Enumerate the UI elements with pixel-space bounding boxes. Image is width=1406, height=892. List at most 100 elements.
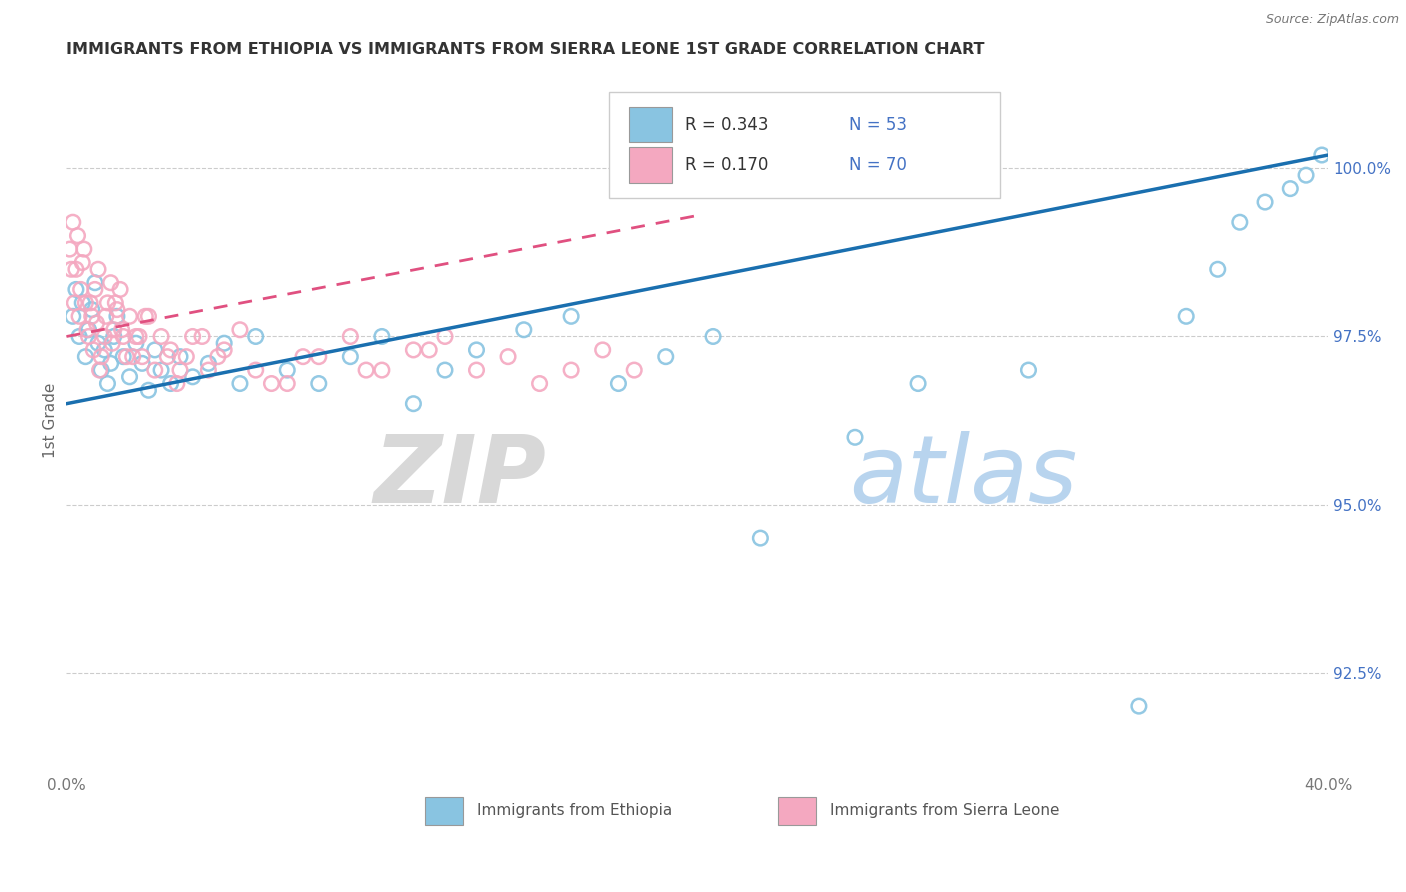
Point xyxy=(103,329,125,343)
Point xyxy=(118,310,141,324)
Text: N = 70: N = 70 xyxy=(849,156,907,174)
Point xyxy=(465,343,488,357)
Point xyxy=(169,350,191,364)
Point xyxy=(844,430,866,444)
Point xyxy=(529,376,551,391)
Point xyxy=(245,363,267,377)
Point xyxy=(112,329,135,343)
Point xyxy=(276,363,298,377)
Point xyxy=(104,296,127,310)
Point xyxy=(118,369,141,384)
Point xyxy=(308,376,330,391)
Point xyxy=(101,336,124,351)
Point xyxy=(80,310,103,324)
Point xyxy=(67,329,90,343)
Point xyxy=(59,242,82,256)
Point xyxy=(100,276,122,290)
Point xyxy=(354,363,377,377)
Text: R = 0.343: R = 0.343 xyxy=(685,116,768,134)
Point xyxy=(159,376,181,391)
Point xyxy=(655,350,678,364)
Point xyxy=(125,329,148,343)
Point xyxy=(128,329,150,343)
Point xyxy=(143,363,166,377)
Point xyxy=(76,323,98,337)
Point xyxy=(70,255,93,269)
Point xyxy=(702,329,724,343)
Point xyxy=(496,350,519,364)
Point xyxy=(63,296,86,310)
Point xyxy=(138,384,160,398)
Point xyxy=(100,356,122,370)
Point xyxy=(75,296,97,310)
Point xyxy=(181,329,204,343)
Point xyxy=(169,363,191,377)
Point xyxy=(623,363,645,377)
Point xyxy=(197,363,219,377)
Point xyxy=(1310,148,1333,162)
Point xyxy=(93,343,115,357)
Point xyxy=(65,262,87,277)
Point xyxy=(465,363,488,377)
Point xyxy=(105,310,128,324)
Point xyxy=(1295,168,1317,182)
Point xyxy=(134,310,156,324)
Point xyxy=(70,296,93,310)
Text: atlas: atlas xyxy=(849,432,1077,523)
Point xyxy=(150,363,173,377)
Point xyxy=(197,356,219,370)
Text: IMMIGRANTS FROM ETHIOPIA VS IMMIGRANTS FROM SIERRA LEONE 1ST GRADE CORRELATION C: IMMIGRANTS FROM ETHIOPIA VS IMMIGRANTS F… xyxy=(66,42,986,57)
Point xyxy=(513,323,536,337)
Text: Immigrants from Ethiopia: Immigrants from Ethiopia xyxy=(477,803,672,818)
Point xyxy=(560,363,582,377)
Point xyxy=(156,350,179,364)
Point xyxy=(1279,181,1302,195)
Point xyxy=(105,302,128,317)
Point xyxy=(66,228,89,243)
FancyBboxPatch shape xyxy=(778,797,815,825)
Point xyxy=(62,215,84,229)
Point xyxy=(143,343,166,357)
Point xyxy=(125,336,148,351)
Text: Source: ZipAtlas.com: Source: ZipAtlas.com xyxy=(1265,13,1399,27)
Point xyxy=(96,296,118,310)
Point xyxy=(131,350,153,364)
Point xyxy=(402,397,425,411)
Point xyxy=(90,363,112,377)
Point xyxy=(80,302,103,317)
Point xyxy=(276,376,298,391)
Point xyxy=(75,350,97,364)
Point xyxy=(77,329,100,343)
Point xyxy=(749,531,772,545)
Point xyxy=(1254,195,1277,210)
Point xyxy=(229,323,252,337)
Point xyxy=(90,350,112,364)
Point xyxy=(1206,262,1229,277)
Point xyxy=(433,363,456,377)
Text: N = 53: N = 53 xyxy=(849,116,907,134)
Point xyxy=(433,329,456,343)
Point xyxy=(592,343,614,357)
Text: R = 0.170: R = 0.170 xyxy=(685,156,768,174)
Point xyxy=(82,343,104,357)
Point xyxy=(1017,363,1039,377)
Point xyxy=(308,350,330,364)
Point xyxy=(181,369,204,384)
Point xyxy=(60,262,83,277)
FancyBboxPatch shape xyxy=(628,107,672,143)
Point xyxy=(150,329,173,343)
FancyBboxPatch shape xyxy=(628,147,672,183)
Text: Immigrants from Sierra Leone: Immigrants from Sierra Leone xyxy=(830,803,1059,818)
Point xyxy=(79,296,101,310)
Point xyxy=(191,329,214,343)
Point xyxy=(1175,310,1198,324)
Point xyxy=(87,262,110,277)
Point xyxy=(159,343,181,357)
Point xyxy=(69,282,91,296)
Point xyxy=(96,376,118,391)
Point xyxy=(138,310,160,324)
Y-axis label: 1st Grade: 1st Grade xyxy=(44,383,58,458)
Point xyxy=(111,323,134,337)
Point xyxy=(112,350,135,364)
Point xyxy=(402,343,425,357)
